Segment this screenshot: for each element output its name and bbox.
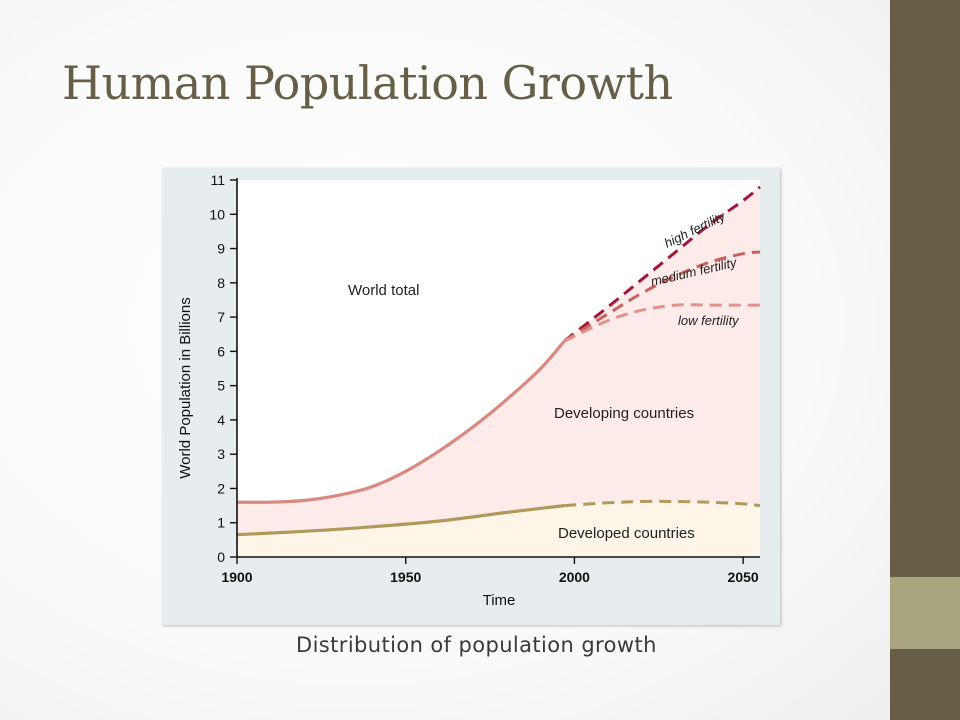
y-tick-label: 1: [217, 515, 225, 531]
population-chart: 0 1 2 3 4 5 6 7 8 9 10 11 1900 1950 2000 2050 Time Worl…: [177, 172, 761, 609]
developed-countries-area: [237, 501, 760, 557]
low-fertility-label: low fertility: [678, 313, 740, 328]
developed-countries-label: Developed countries: [558, 525, 695, 542]
world-total-line: [236, 340, 566, 504]
series-lines: [236, 185, 761, 537]
x-axis-title: Time: [483, 592, 516, 609]
y-tick-label: 9: [217, 241, 225, 257]
medium-fertility-line: [563, 250, 761, 343]
y-tick-label: 11: [210, 172, 225, 188]
x-tick-label: 2000: [559, 569, 590, 585]
high-fertility-line: [563, 185, 761, 343]
slide-title: Human Population Growth: [62, 56, 673, 110]
developing-countries-area: [237, 186, 760, 535]
developed-countries-line: [236, 504, 565, 537]
area-fills: [237, 180, 760, 557]
y-tick-label: 4: [217, 412, 225, 428]
y-tick-label: 3: [217, 446, 225, 462]
x-tick-label: 2050: [728, 569, 759, 585]
y-tick-label: 5: [217, 378, 225, 394]
y-tick-label: 2: [217, 480, 225, 496]
figure-caption: Distribution of population growth: [296, 633, 657, 657]
y-tick-label: 6: [217, 343, 225, 359]
developing-countries-label: Developing countries: [554, 405, 694, 422]
y-tick-label: 8: [217, 275, 225, 291]
axes: [236, 178, 760, 558]
x-tick-label: 1900: [221, 569, 252, 585]
y-tick-label: 7: [217, 309, 225, 325]
y-axis-title: World Population in Billions: [177, 297, 194, 479]
ticks: 0 1 2 3 4 5 6 7 8 9 10 11 1900 1950 2000 2050: [209, 172, 758, 585]
x-tick-label: 1950: [390, 569, 421, 585]
low-fertility-line: [563, 303, 760, 343]
developed-projection-line: [564, 499, 761, 508]
y-tick-label: 10: [209, 206, 225, 222]
chart-figure: 0 1 2 3 4 5 6 7 8 9 10 11 1900 1950 2000 2050 Time Worl…: [162, 168, 780, 625]
decorative-sidebar-accent: [890, 577, 960, 649]
world-total-label: World total: [348, 282, 419, 299]
y-tick-label: 0: [217, 549, 225, 565]
